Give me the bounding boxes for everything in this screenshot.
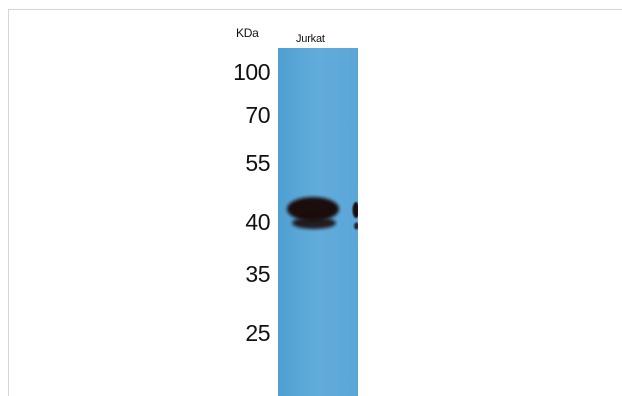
marker-25: 25 [245, 320, 270, 346]
protein-band-edge-lower [354, 222, 358, 230]
protein-band-edge [352, 202, 358, 218]
protein-band-lower [292, 217, 336, 229]
marker-40: 40 [245, 209, 270, 235]
lane-label-jurkat: Jurkat [296, 33, 325, 45]
marker-55: 55 [245, 150, 270, 176]
marker-70: 70 [245, 102, 270, 128]
frame-left-border [8, 9, 9, 396]
marker-100: 100 [233, 59, 270, 85]
marker-35: 35 [245, 261, 270, 287]
frame-top-border [8, 9, 622, 10]
protein-band-upper [287, 197, 339, 221]
molecular-weight-unit-label: KDa [236, 26, 259, 40]
blot-membrane [278, 48, 358, 396]
